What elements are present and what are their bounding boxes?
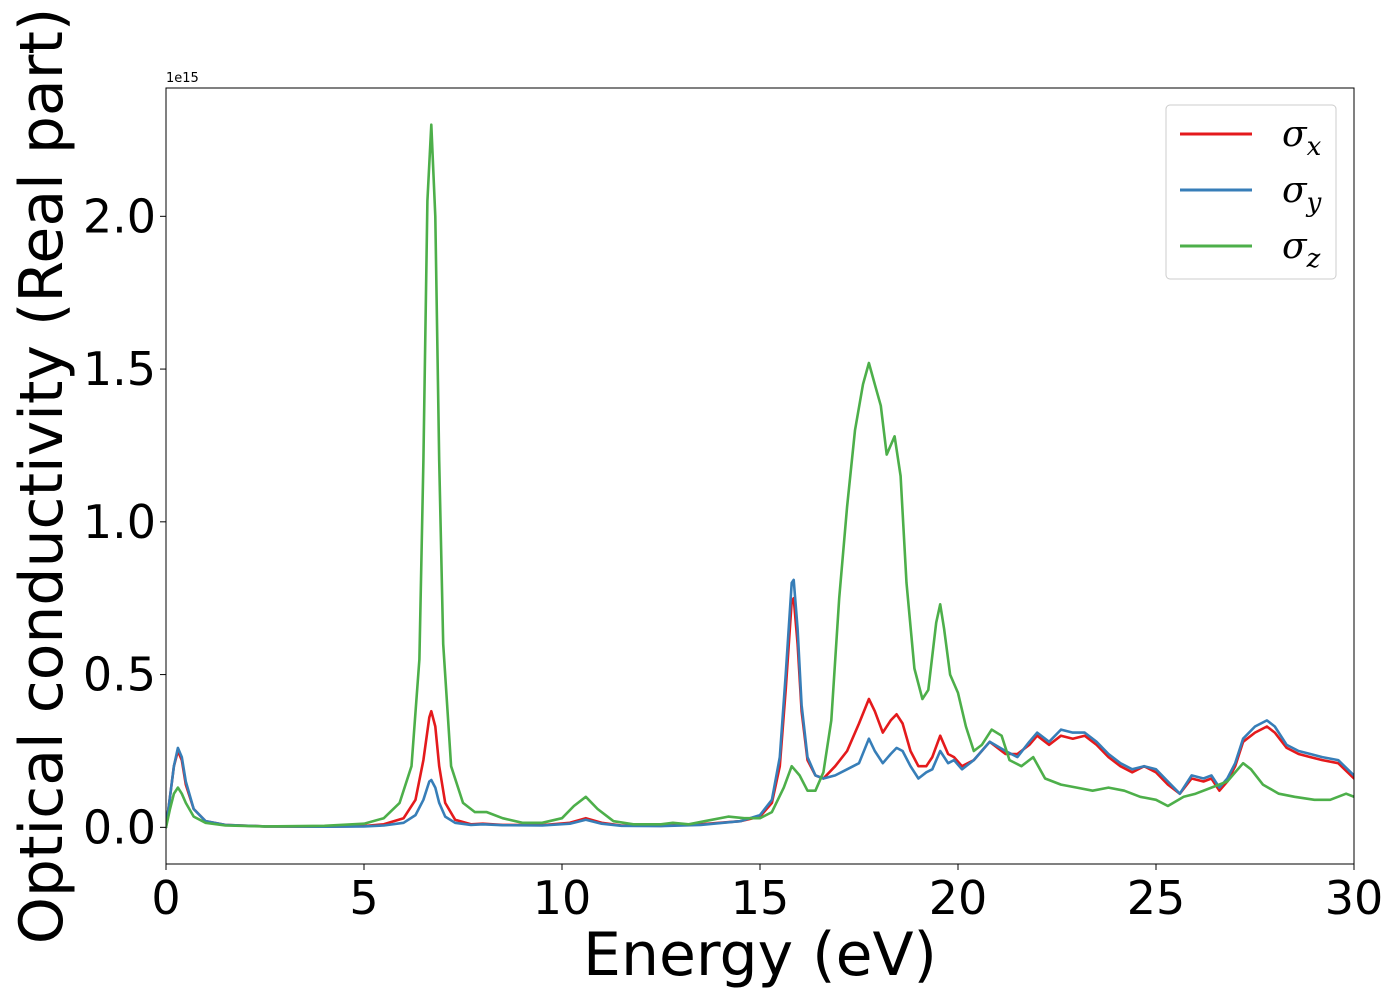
y-tick-label: 0.5	[83, 648, 156, 702]
x-tick-label: 15	[731, 871, 790, 925]
x-tick-label: 10	[533, 871, 592, 925]
legend-label-y: σy	[1282, 170, 1322, 218]
x-tick-label: 20	[929, 871, 988, 925]
legend-label-z: σz	[1282, 226, 1321, 274]
y-tick-label: 1.5	[83, 342, 156, 396]
series-line-y	[166, 578, 1354, 829]
x-tick-label: 30	[1325, 871, 1384, 925]
series-line-z	[166, 123, 1354, 829]
y-axis-title: Optical conductivity (Real part)	[7, 8, 77, 945]
x-tick-label: 5	[349, 871, 378, 925]
x-axis-title: Energy (eV)	[583, 920, 937, 990]
y-offset-label: 1e15	[166, 71, 199, 86]
x-tick-label: 25	[1127, 871, 1186, 925]
legend: σx σy σz	[1165, 104, 1337, 280]
y-tick-label: 2.0	[83, 189, 156, 243]
y-tick-label: 0.0	[83, 800, 156, 854]
legend-box	[1165, 104, 1337, 280]
legend-label-x: σx	[1282, 114, 1322, 162]
x-tick-label: 0	[151, 871, 180, 925]
x-axis: 0 5 10 15 20 25 30	[151, 864, 1383, 925]
series-layer	[166, 123, 1354, 829]
y-axis: 0.0 0.5 1.0 1.5 2.0	[83, 189, 166, 854]
y-tick-label: 1.0	[83, 495, 156, 549]
